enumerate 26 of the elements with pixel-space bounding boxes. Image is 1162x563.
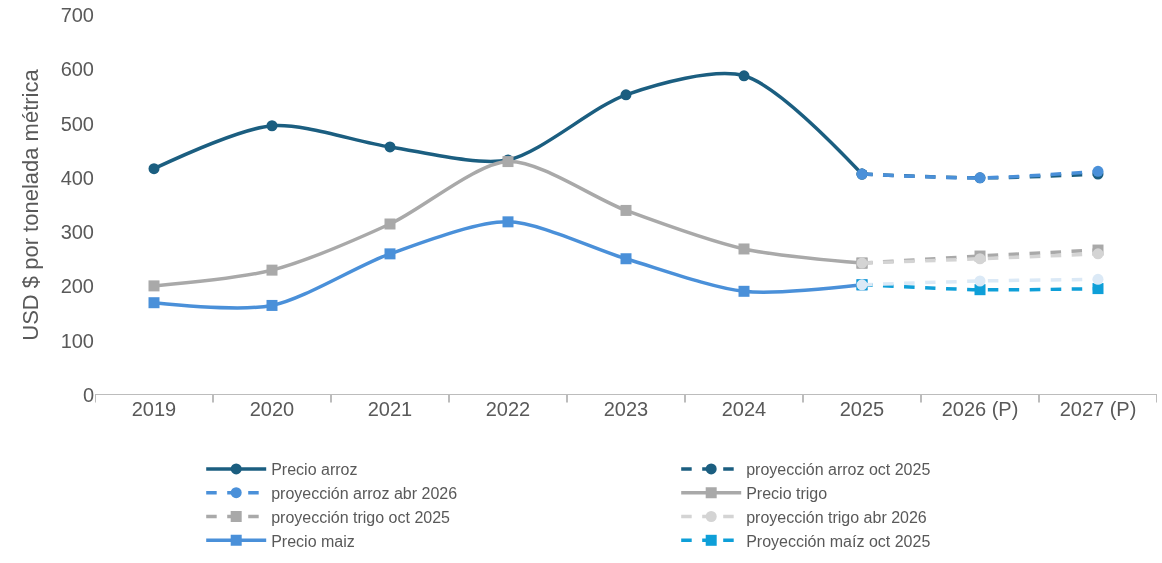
y-tick-label: 0: [82, 384, 94, 406]
x-tick-label: 2022: [485, 398, 531, 420]
x-tick-label: 2019: [131, 398, 177, 420]
x-tick-label: 2026 (P): [941, 398, 1019, 420]
legend-label: Precio arroz: [271, 461, 358, 479]
x-tick-label: 2024: [721, 398, 767, 420]
legend-label: Precio trigo: [746, 484, 828, 502]
x-tick-label: 2020: [249, 398, 295, 420]
y-tick-label: 300: [60, 221, 94, 244]
legend-label: Precio maiz: [271, 532, 355, 550]
y-axis-title: USD $ por tonelada métrica: [18, 68, 44, 341]
legend-label: proyección arroz oct 2025: [746, 461, 931, 479]
y-tick-label: 600: [60, 58, 94, 81]
y-tick-label: 200: [60, 275, 94, 298]
x-tick-label: 2025: [839, 398, 885, 420]
y-tick-label: 400: [60, 166, 94, 189]
x-tick-label: 2021: [367, 398, 413, 420]
y-tick-label: 100: [60, 329, 94, 352]
legend-label: proyección arroz abr 2026: [271, 484, 458, 502]
x-tick-label: 2023: [603, 398, 649, 420]
x-tick-label: 2027 (P): [1059, 398, 1137, 420]
y-tick-label: 700: [60, 4, 94, 26]
legend-label: proyección trigo abr 2026: [746, 508, 927, 526]
legend-label: proyección trigo oct 2025: [271, 508, 451, 526]
y-tick-label: 500: [60, 112, 94, 135]
legend-label: Proyección maíz oct 2025: [746, 532, 931, 550]
